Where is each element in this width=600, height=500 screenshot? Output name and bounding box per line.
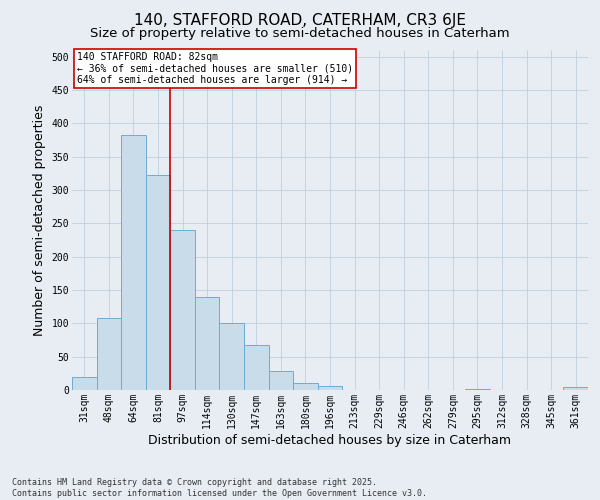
Text: Size of property relative to semi-detached houses in Caterham: Size of property relative to semi-detach… [90, 28, 510, 40]
Bar [465, 388, 490, 390]
Bar [170, 230, 195, 390]
Bar [244, 344, 269, 390]
Bar [72, 378, 97, 390]
Text: Contains HM Land Registry data © Crown copyright and database right 2025.
Contai: Contains HM Land Registry data © Crown c… [12, 478, 427, 498]
Bar [269, 370, 293, 390]
Bar [195, 296, 220, 390]
X-axis label: Distribution of semi-detached houses by size in Caterham: Distribution of semi-detached houses by … [149, 434, 511, 446]
Bar [97, 318, 121, 390]
Bar [318, 386, 342, 390]
Text: 140, STAFFORD ROAD, CATERHAM, CR3 6JE: 140, STAFFORD ROAD, CATERHAM, CR3 6JE [134, 12, 466, 28]
Bar [293, 384, 318, 390]
Text: 140 STAFFORD ROAD: 82sqm
← 36% of semi-detached houses are smaller (510)
64% of : 140 STAFFORD ROAD: 82sqm ← 36% of semi-d… [77, 52, 353, 85]
Y-axis label: Number of semi-detached properties: Number of semi-detached properties [33, 104, 46, 336]
Bar [220, 324, 244, 390]
Bar [563, 388, 588, 390]
Bar [121, 134, 146, 390]
Bar [146, 174, 170, 390]
